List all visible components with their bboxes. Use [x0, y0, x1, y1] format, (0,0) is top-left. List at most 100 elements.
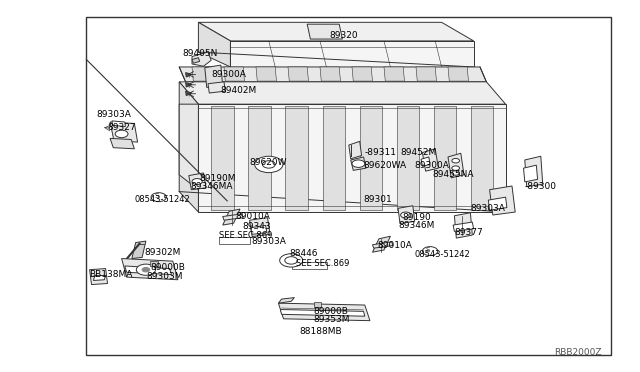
- Text: BB138MA: BB138MA: [90, 270, 133, 279]
- Text: 89303A: 89303A: [96, 110, 131, 119]
- Circle shape: [262, 161, 275, 168]
- Polygon shape: [360, 106, 382, 210]
- Text: 89343: 89343: [242, 222, 271, 231]
- Polygon shape: [448, 153, 464, 178]
- Polygon shape: [224, 67, 244, 81]
- Bar: [292, 262, 327, 269]
- Polygon shape: [288, 67, 308, 81]
- Polygon shape: [248, 106, 271, 210]
- Circle shape: [422, 247, 438, 256]
- Text: 89377: 89377: [454, 228, 483, 237]
- Polygon shape: [285, 106, 308, 210]
- Circle shape: [142, 267, 150, 272]
- Polygon shape: [198, 22, 230, 67]
- Text: 89190M: 89190M: [200, 174, 236, 183]
- Polygon shape: [230, 41, 474, 67]
- Polygon shape: [122, 259, 178, 280]
- Text: 89452M: 89452M: [400, 148, 436, 157]
- Polygon shape: [205, 65, 223, 87]
- Text: 89327: 89327: [108, 123, 136, 132]
- Polygon shape: [198, 104, 506, 212]
- Polygon shape: [471, 106, 493, 210]
- Text: 89000B: 89000B: [314, 307, 348, 316]
- Polygon shape: [179, 104, 198, 190]
- Polygon shape: [223, 209, 240, 225]
- Polygon shape: [179, 67, 486, 82]
- Polygon shape: [421, 157, 430, 166]
- Polygon shape: [307, 24, 342, 39]
- Circle shape: [151, 193, 166, 202]
- Text: 89402M: 89402M: [221, 86, 257, 94]
- Polygon shape: [453, 222, 474, 231]
- Text: 89620WA: 89620WA: [364, 161, 406, 170]
- Polygon shape: [132, 241, 146, 259]
- Text: 89620W: 89620W: [250, 158, 287, 167]
- Polygon shape: [223, 214, 243, 220]
- Polygon shape: [186, 83, 192, 87]
- Polygon shape: [125, 266, 172, 275]
- Text: 89346MA: 89346MA: [191, 182, 233, 191]
- Bar: [314, 302, 321, 307]
- Polygon shape: [524, 165, 538, 182]
- Polygon shape: [397, 106, 419, 210]
- Text: 89010A: 89010A: [378, 241, 412, 250]
- Bar: [219, 237, 250, 244]
- Polygon shape: [278, 303, 370, 321]
- Text: 89301: 89301: [364, 195, 392, 203]
- Circle shape: [401, 212, 411, 218]
- Text: 89405N: 89405N: [182, 49, 218, 58]
- Text: 89353M: 89353M: [314, 315, 350, 324]
- Polygon shape: [208, 82, 225, 93]
- Text: 88188MB: 88188MB: [300, 327, 342, 336]
- Polygon shape: [186, 91, 192, 96]
- Circle shape: [452, 166, 460, 170]
- Text: 89303A: 89303A: [252, 237, 286, 246]
- Text: 89303A: 89303A: [470, 204, 505, 213]
- Polygon shape: [198, 22, 474, 41]
- Polygon shape: [352, 67, 372, 81]
- Polygon shape: [186, 73, 192, 77]
- Polygon shape: [372, 236, 390, 252]
- Text: 89010A: 89010A: [236, 212, 270, 221]
- Circle shape: [136, 264, 156, 275]
- Polygon shape: [250, 218, 270, 237]
- Polygon shape: [110, 138, 134, 149]
- Text: 89455NA: 89455NA: [432, 170, 474, 179]
- Polygon shape: [192, 58, 200, 63]
- Text: 89000B: 89000B: [150, 263, 185, 272]
- Polygon shape: [192, 52, 211, 66]
- Polygon shape: [278, 298, 294, 303]
- Polygon shape: [416, 67, 436, 81]
- Circle shape: [352, 160, 365, 167]
- Polygon shape: [434, 106, 456, 210]
- Polygon shape: [323, 106, 345, 210]
- Text: 08543-51242: 08543-51242: [415, 250, 470, 259]
- Polygon shape: [251, 225, 267, 234]
- Polygon shape: [112, 121, 125, 126]
- Polygon shape: [422, 149, 438, 171]
- Polygon shape: [398, 206, 415, 224]
- Circle shape: [452, 171, 460, 175]
- Circle shape: [280, 254, 303, 267]
- Polygon shape: [280, 310, 365, 316]
- Polygon shape: [488, 197, 507, 210]
- Polygon shape: [110, 122, 138, 142]
- Polygon shape: [372, 242, 393, 248]
- Text: 08543-51242: 08543-51242: [134, 195, 190, 203]
- Circle shape: [115, 130, 128, 138]
- Text: SEE SEC.869: SEE SEC.869: [219, 231, 272, 240]
- Circle shape: [192, 179, 202, 185]
- Circle shape: [285, 257, 298, 264]
- Polygon shape: [179, 82, 506, 104]
- Text: SEE SEC.869: SEE SEC.869: [296, 259, 349, 268]
- Polygon shape: [454, 213, 472, 238]
- Polygon shape: [90, 269, 108, 285]
- Polygon shape: [211, 106, 234, 210]
- Circle shape: [255, 156, 283, 173]
- Text: 88446: 88446: [289, 249, 318, 258]
- Polygon shape: [384, 67, 404, 81]
- Text: S: S: [426, 247, 430, 253]
- Text: RBB2000Z: RBB2000Z: [554, 348, 602, 357]
- Polygon shape: [320, 67, 340, 81]
- Text: S: S: [155, 193, 159, 199]
